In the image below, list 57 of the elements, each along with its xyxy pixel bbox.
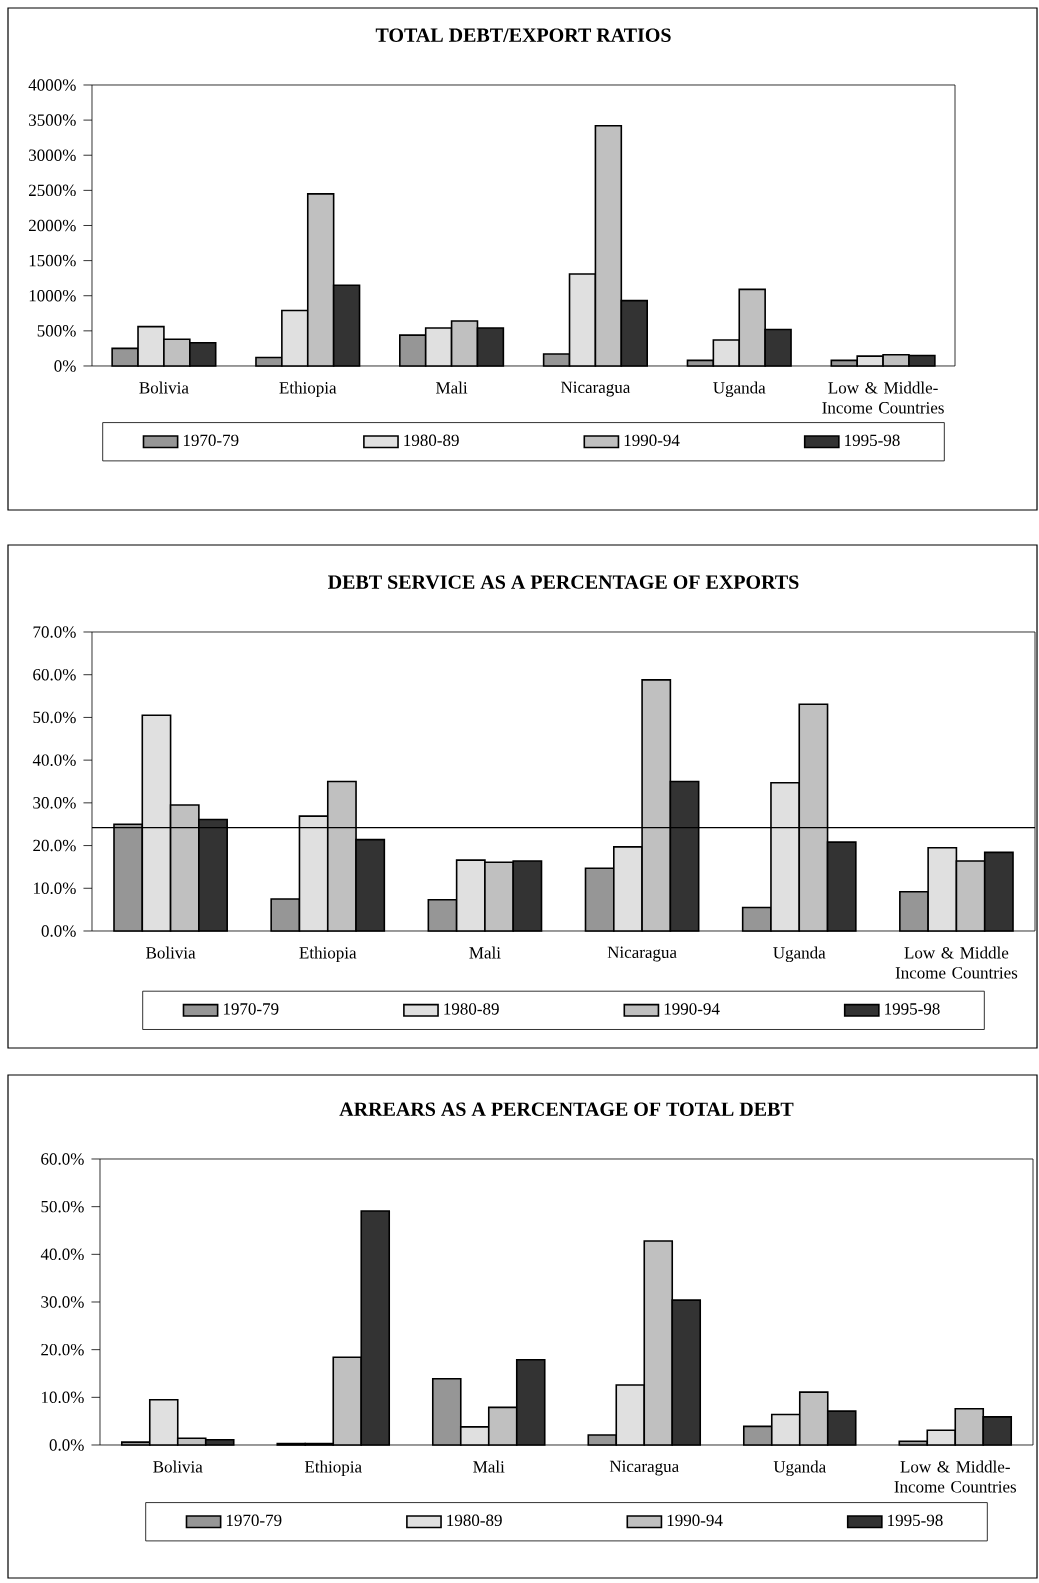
y-tick-label: 60.0% [33, 668, 76, 681]
y-tick-label: 10.0% [33, 882, 76, 895]
y-tick-label: 2500% [28, 184, 76, 197]
y-tick-label: 30.0% [41, 1296, 84, 1308]
x-tick-label: Bolivia [146, 946, 196, 959]
legend-label: 1990-94 [664, 1003, 720, 1015]
y-tick-label: 0.0% [41, 925, 76, 937]
y-tick-label: 40.0% [40, 1248, 84, 1261]
x-tick-label: Mali [469, 946, 501, 959]
x-tick-label: Bolivia [153, 1460, 203, 1473]
y-tick-label: 60.0% [41, 1153, 84, 1165]
x-tick-label: Low & Middle-Income Countries [894, 1460, 1017, 1493]
legend-label: 1980-89 [447, 1514, 502, 1527]
legend-label: 1995-98 [888, 1514, 943, 1527]
legend-label: 1980-89 [404, 434, 459, 447]
y-tick-label: 50.0% [33, 711, 76, 724]
x-tick-label: Ethiopia [299, 946, 357, 962]
x-tick-label: Ethiopia [304, 1460, 362, 1476]
y-tick-label: 50.0% [41, 1200, 84, 1213]
y-tick-label: 4000% [28, 79, 76, 91]
y-tick-label: 3500% [29, 114, 76, 126]
chart-title: TOTAL DEBT/EXPORT RATIOS [375, 28, 671, 42]
y-tick-label: 0% [54, 360, 76, 372]
x-tick-label: Uganda [773, 946, 826, 963]
x-tick-label: Nicaragua [609, 1460, 679, 1476]
x-tick-label: Ethiopia [279, 381, 337, 397]
y-tick-label: 20.0% [41, 1343, 84, 1356]
y-tick-label: 10.0% [41, 1391, 84, 1404]
x-tick-label: Nicaragua [561, 381, 631, 397]
x-tick-label: Low & Middle-Income Countries [822, 381, 944, 414]
y-tick-label: 20.0% [33, 839, 76, 852]
y-tick-label: 70.0% [33, 626, 76, 638]
x-tick-label: Uganda [773, 1460, 826, 1477]
x-tick-label: Uganda [713, 381, 766, 398]
x-tick-label: Low & Middle Income Countries [895, 946, 1018, 979]
y-tick-label: 500% [37, 325, 76, 337]
y-tick-label: 0.0% [49, 1439, 84, 1451]
y-tick-label: 3000% [29, 149, 76, 161]
x-tick-label: Mali [436, 381, 468, 394]
legend-label: 1970-79 [223, 1003, 279, 1015]
legend-label: 1970-79 [183, 434, 239, 447]
legend-label: 1970-79 [226, 1514, 282, 1527]
y-tick-label: 1000% [29, 289, 76, 302]
chart-title: ARREARS AS A PERCENTAGE OF TOTAL DEBT [339, 1102, 794, 1116]
y-tick-label: 2000% [28, 219, 76, 232]
y-tick-label: 40.0% [32, 754, 76, 766]
chart-title: DEBT SERVICE AS A PERCENTAGE OF EXPORTS [328, 575, 799, 589]
x-tick-label: Bolivia [139, 381, 189, 394]
legend-label: 1995-98 [845, 434, 900, 447]
legend-label: 1990-94 [624, 434, 680, 447]
y-tick-label: 30.0% [33, 797, 76, 809]
legend-label: 1990-94 [667, 1514, 723, 1527]
legend-label: 1980-89 [444, 1003, 499, 1015]
x-tick-label: Nicaragua [607, 946, 677, 962]
x-tick-label: Mali [473, 1460, 505, 1473]
legend-label: 1995-98 [885, 1003, 940, 1015]
y-tick-label: 1500% [29, 254, 76, 267]
